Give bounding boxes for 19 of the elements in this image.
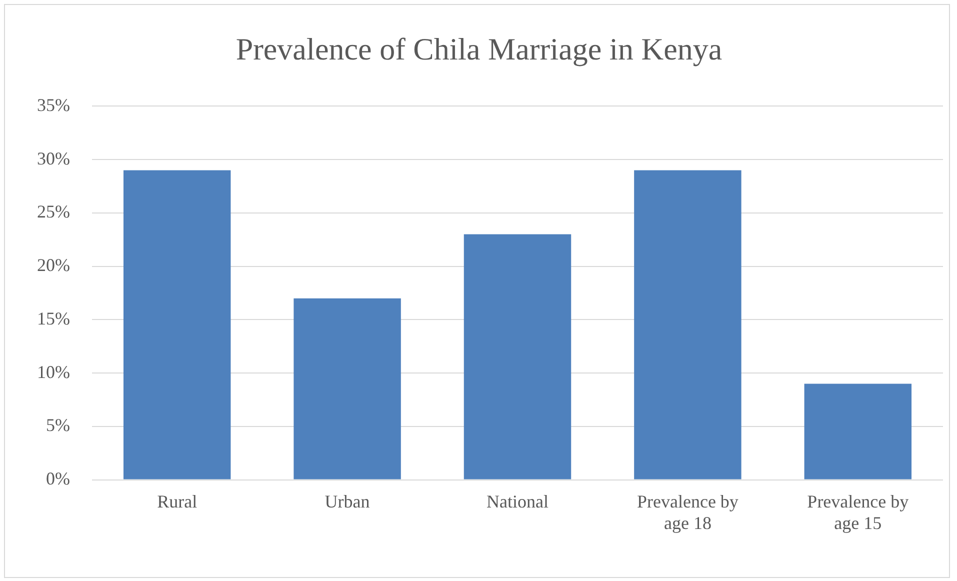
- y-tick-label: 20%: [36, 255, 70, 276]
- bar: [464, 234, 572, 480]
- bar: [634, 170, 742, 480]
- bar: [294, 298, 401, 480]
- chart-title: Prevalence of Chila Marriage in Kenya: [236, 32, 722, 67]
- x-tick-label: Prevalence by age 18: [636, 491, 738, 533]
- bar: [804, 384, 912, 480]
- y-tick-label: 10%: [36, 362, 70, 382]
- x-tick-label: Prevalence by age 15: [807, 491, 909, 533]
- bar: [123, 170, 231, 480]
- y-tick-label: 15%: [36, 308, 70, 328]
- y-tick-label: 0%: [46, 468, 70, 489]
- y-tick-label: 5%: [46, 415, 70, 436]
- x-tick-label: Urban: [324, 491, 370, 512]
- y-tick-label: 25%: [36, 202, 70, 222]
- x-tick-label: Rural: [157, 491, 198, 512]
- y-tick-label: 35%: [36, 94, 70, 115]
- x-tick-label: National: [486, 491, 548, 512]
- y-tick-label: 30%: [36, 148, 70, 168]
